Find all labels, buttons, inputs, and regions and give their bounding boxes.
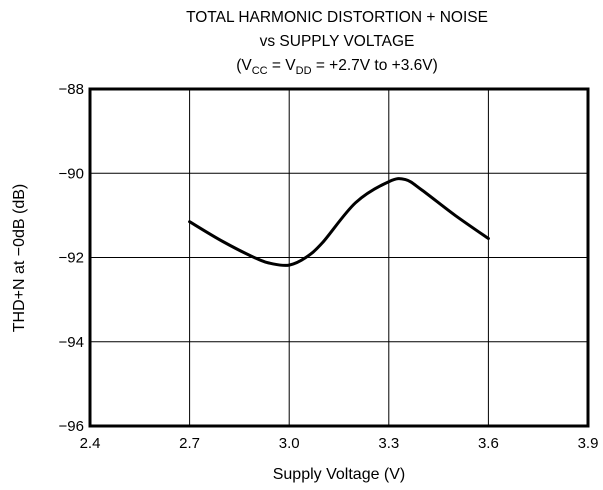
y-tick-labels: −88 −90 −92 −94 −96 — [59, 81, 84, 435]
y-axis-label: THD+N at −0dB (dB) — [11, 184, 28, 333]
y-tick-label: −88 — [59, 81, 84, 98]
chart-title: TOTAL HARMONIC DISTORTION + NOISE — [186, 9, 488, 26]
x-tick-labels: 2.4 2.7 3.0 3.3 3.6 3.9 — [80, 435, 599, 452]
y-tick-label: −90 — [59, 165, 84, 182]
condition-mid: = V — [268, 57, 297, 74]
x-axis-label: Supply Voltage (V) — [273, 466, 406, 483]
x-tick-label: 3.9 — [578, 435, 599, 452]
x-tick-label: 3.3 — [378, 435, 399, 452]
x-tick-label: 2.7 — [179, 435, 200, 452]
condition-open: (V — [236, 57, 252, 74]
x-tick-label: 3.0 — [279, 435, 300, 452]
y-tick-label: −94 — [59, 334, 84, 351]
plot-frame — [88, 87, 590, 428]
x-tick-label: 3.6 — [478, 435, 499, 452]
series-line — [188, 177, 490, 267]
condition-close: = +2.7V to +3.6V) — [312, 57, 438, 74]
condition-sub-dd: DD — [296, 65, 312, 77]
y-tick-label: −92 — [59, 250, 84, 267]
y-tick-label: −96 — [59, 418, 84, 435]
chart-subtitle: vs SUPPLY VOLTAGE — [260, 33, 415, 50]
chart-condition: (VCC = VDD = +2.7V to +3.6V) — [236, 57, 438, 77]
condition-sub-cc: CC — [252, 65, 268, 77]
x-tick-label: 2.4 — [80, 435, 101, 452]
grid-lines — [90, 89, 588, 426]
